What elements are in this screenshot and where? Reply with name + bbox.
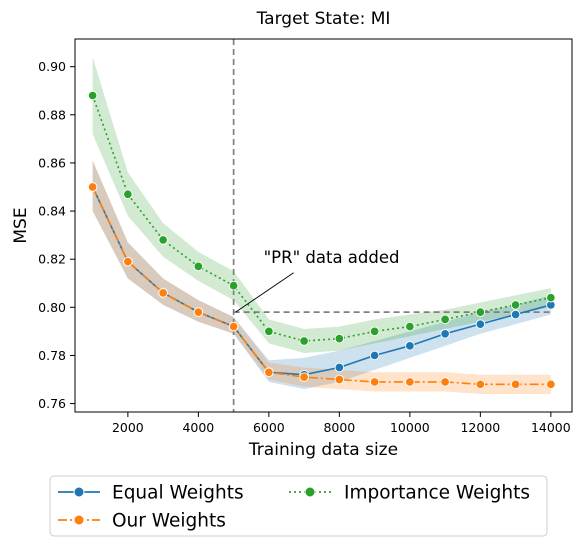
series-point-1-10 xyxy=(440,377,450,387)
reference-lines xyxy=(232,39,551,412)
series-point-2-1 xyxy=(123,189,133,199)
series-point-1-4 xyxy=(228,321,239,332)
y-tick-label-1: 0.78 xyxy=(38,348,66,363)
y-tick-label-2: 0.80 xyxy=(38,300,66,315)
y-axis-ticks: 0.76 0.78 0.80 0.82 0.84 0.86 0.88 0.90 xyxy=(38,59,75,411)
series-point-1-11 xyxy=(475,379,486,390)
annotation-arrow xyxy=(235,272,294,313)
series-point-1-1 xyxy=(123,256,133,267)
series-point-2-0 xyxy=(87,90,98,101)
series-point-0-7 xyxy=(334,362,345,373)
y-tick-label-5: 0.86 xyxy=(38,155,66,170)
x-axis-label: Training data size xyxy=(248,440,398,460)
series-point-2-2 xyxy=(158,235,168,245)
series-point-1-6 xyxy=(299,372,309,382)
series-point-1-3 xyxy=(193,307,204,317)
annotation: "PR" data added xyxy=(235,248,400,313)
series-point-2-8 xyxy=(369,326,380,337)
band-0 xyxy=(92,160,551,390)
series-point-0-8 xyxy=(369,350,380,361)
series-lines xyxy=(91,95,552,386)
series-point-1-12 xyxy=(510,379,521,390)
legend-label-1: Our Weights xyxy=(112,511,226,532)
annotation-text: "PR" data added xyxy=(264,248,400,267)
x-tick-label-4: 10000 xyxy=(390,420,430,435)
legend-marker-2 xyxy=(304,486,316,498)
x-tick-label-2: 6000 xyxy=(253,420,285,435)
series-point-2-10 xyxy=(440,314,450,325)
series-markers xyxy=(87,90,556,390)
series-point-1-8 xyxy=(369,377,380,387)
legend-label-0: Equal Weights xyxy=(112,483,244,504)
chart-title: Target State: MI xyxy=(256,9,391,29)
series-point-2-6 xyxy=(299,336,309,346)
series-point-2-5 xyxy=(264,326,274,337)
legend-marker-1 xyxy=(73,514,85,526)
series-point-1-0 xyxy=(87,182,98,192)
series-point-1-7 xyxy=(334,374,345,385)
x-tick-label-3: 8000 xyxy=(323,420,355,435)
y-tick-label-7: 0.90 xyxy=(38,59,66,74)
series-point-2-11 xyxy=(475,307,486,317)
legend: Equal Weights Our Weights Importance Weigh… xyxy=(49,475,548,537)
y-tick-label-6: 0.88 xyxy=(38,107,66,122)
x-tick-label-5: 12000 xyxy=(460,420,500,435)
series-point-1-5 xyxy=(264,367,274,378)
plot-frame xyxy=(74,38,573,413)
series-point-1-2 xyxy=(158,288,168,298)
series-line-1 xyxy=(91,186,551,386)
series-point-2-7 xyxy=(334,333,345,344)
series-point-0-11 xyxy=(475,319,486,329)
series-point-2-13 xyxy=(546,292,556,303)
series-point-2-12 xyxy=(510,300,521,310)
confidence-bands xyxy=(92,57,551,394)
y-tick-label-4: 0.84 xyxy=(38,204,66,219)
series-point-2-9 xyxy=(405,321,415,332)
x-tick-label-0: 2000 xyxy=(112,420,144,435)
y-tick-label-3: 0.82 xyxy=(38,252,66,267)
series-point-0-10 xyxy=(440,329,450,339)
legend-label-2: Importance Weights xyxy=(344,483,530,504)
x-tick-label-6: 14000 xyxy=(531,420,571,435)
legend-marker-0 xyxy=(73,486,85,498)
series-point-1-13 xyxy=(546,379,556,390)
y-tick-label-0: 0.76 xyxy=(38,396,66,411)
series-point-0-12 xyxy=(510,309,521,320)
band-2 xyxy=(92,57,551,354)
x-tick-label-1: 4000 xyxy=(182,420,214,435)
y-axis-label: MSE xyxy=(11,207,31,243)
x-axis-ticks: 2000 4000 6000 8000 10000 12000 14000 xyxy=(112,412,571,435)
legend-box xyxy=(49,475,548,537)
series-point-1-9 xyxy=(405,377,415,387)
series-point-2-3 xyxy=(193,261,204,272)
series-point-2-4 xyxy=(228,280,239,291)
series-point-0-9 xyxy=(405,341,415,351)
